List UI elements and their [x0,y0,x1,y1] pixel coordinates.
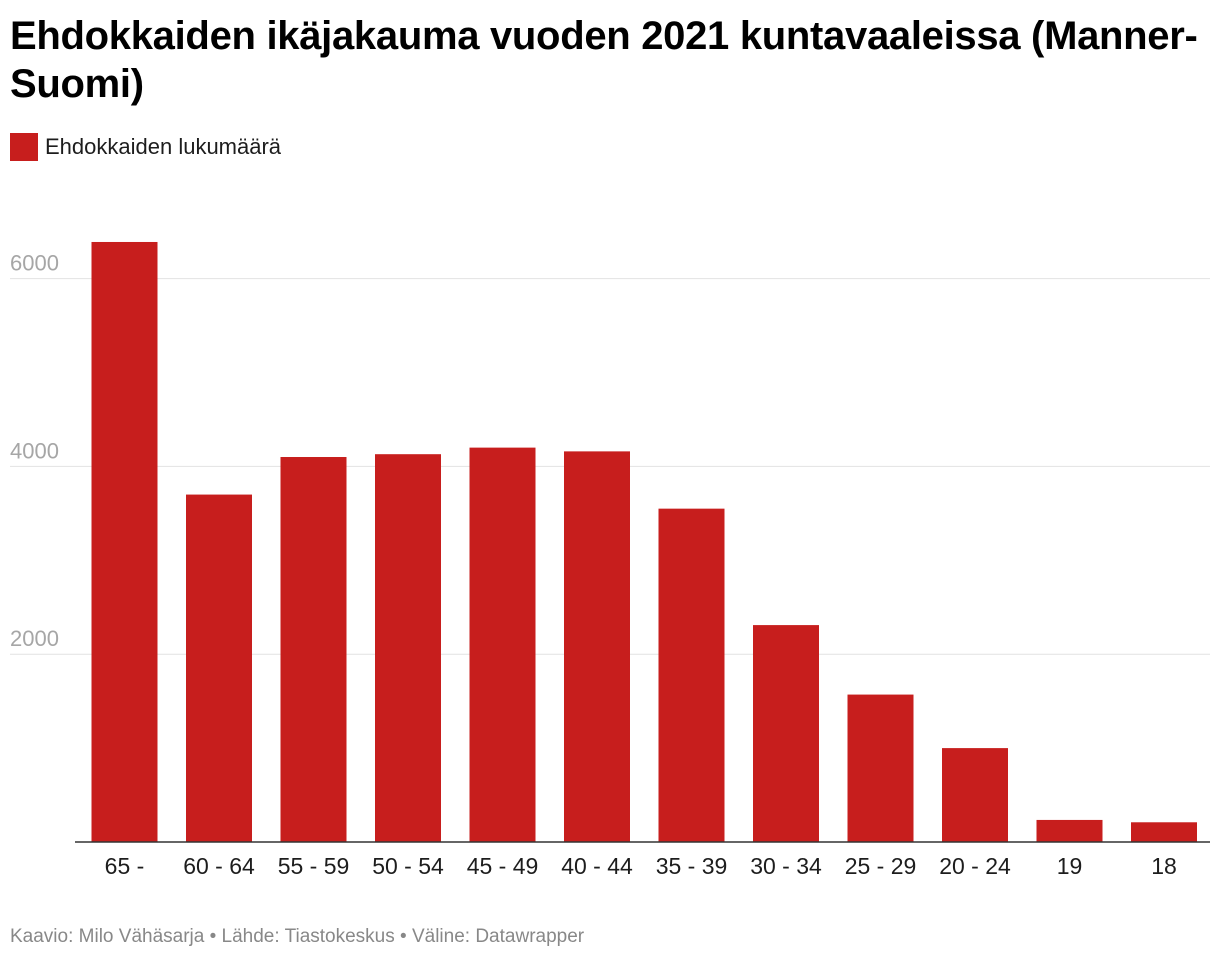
footer-credits: Kaavio: Milo Vähäsarja • Lähde: Tiastoke… [10,926,585,947]
bar [1131,822,1197,842]
x-tick-label: 35 - 39 [656,853,728,879]
bar [186,494,252,842]
x-tick-label: 55 - 59 [278,853,350,879]
bar [280,457,347,842]
bar [658,508,725,842]
y-tick-label: 4000 [10,438,59,463]
x-tick-label: 25 - 29 [845,853,917,879]
y-tick-label: 6000 [10,251,59,276]
x-tick-label: 50 - 54 [372,853,444,879]
bar [375,454,441,842]
x-tick-label: 18 [1151,853,1177,879]
bar [564,451,630,842]
bar [91,241,158,842]
x-tick-label: 19 [1057,853,1083,879]
bar [847,694,914,842]
y-tick-label: 2000 [10,626,59,651]
chart-title: Ehdokkaiden ikäjakauma vuoden 2021 kunta… [10,14,1198,106]
bar [1036,819,1103,842]
legend: Ehdokkaiden lukumäärä [10,132,281,162]
bar [753,625,819,842]
x-tick-label: 20 - 24 [939,853,1011,879]
x-tick-label: 45 - 49 [467,853,539,879]
x-tick-label: 65 - [105,853,145,879]
bar [942,748,1008,842]
legend-label: Ehdokkaiden lukumäärä [45,134,282,159]
x-tick-label: 30 - 34 [750,853,822,879]
x-tick-label: 40 - 44 [561,853,633,879]
legend-swatch [10,133,38,161]
x-tick-label: 60 - 64 [183,853,255,879]
bar [469,447,536,842]
